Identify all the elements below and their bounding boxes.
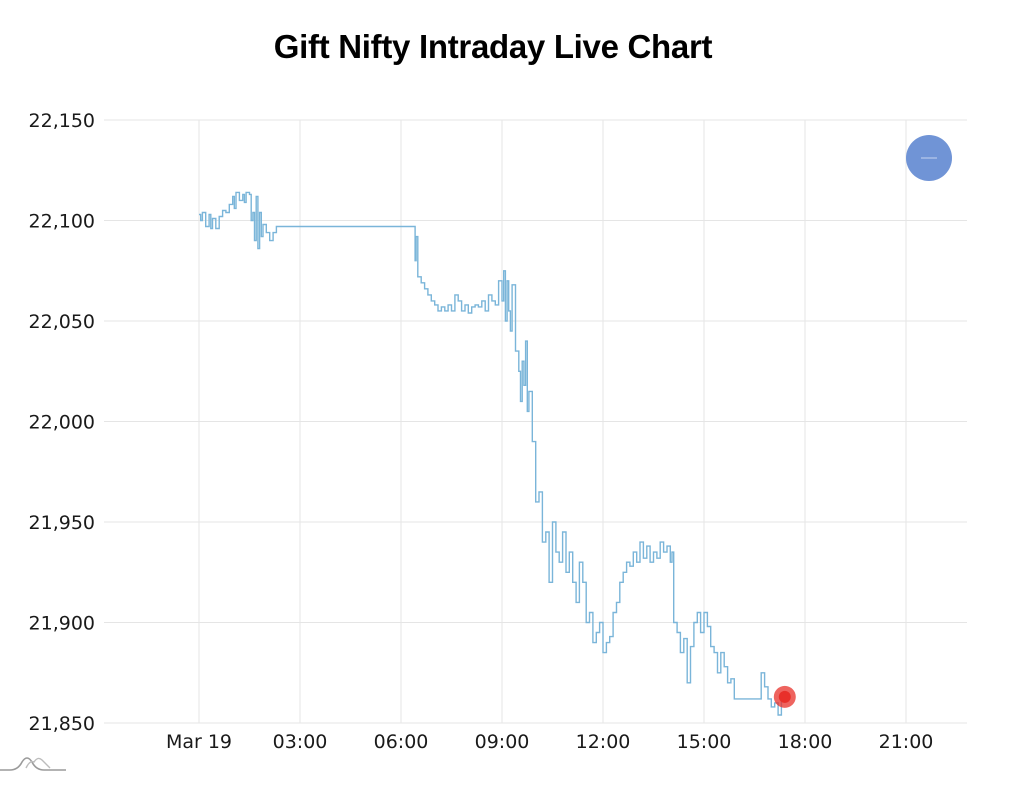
y-tick-label: 22,000: [29, 412, 95, 434]
legend-toggle-button[interactable]: [906, 135, 952, 181]
y-tick-label: 21,900: [29, 613, 95, 635]
y-tick-label: 21,850: [29, 713, 95, 735]
x-tick-label: Mar 19: [166, 731, 232, 753]
y-tick-label: 22,050: [29, 311, 95, 333]
x-tick-label: 18:00: [778, 731, 833, 753]
x-tick-label: 09:00: [475, 731, 530, 753]
chart-title: Gift Nifty Intraday Live Chart: [273, 28, 713, 65]
x-tick-label: 15:00: [677, 731, 732, 753]
x-tick-label: 21:00: [879, 731, 934, 753]
price-line: [199, 191, 786, 716]
y-tick-label: 22,100: [29, 211, 95, 233]
y-tick-label: 22,150: [29, 110, 95, 132]
x-tick-label: 12:00: [576, 731, 631, 753]
x-tick-label: 03:00: [273, 731, 328, 753]
mountain-waves-logo-icon: [0, 757, 66, 771]
grid-lines: [104, 119, 967, 724]
x-axis: Mar 19 03:00 06:00 09:00 12:00 15:00 18:00 21:0…: [166, 731, 933, 753]
last-price-marker-core: [778, 690, 791, 703]
y-tick-label: 21,950: [29, 512, 95, 534]
y-axis: 22,150 22,100 22,050 22,000 21,950 21,900 21,8…: [29, 110, 95, 735]
x-tick-label: 06:00: [374, 731, 429, 753]
